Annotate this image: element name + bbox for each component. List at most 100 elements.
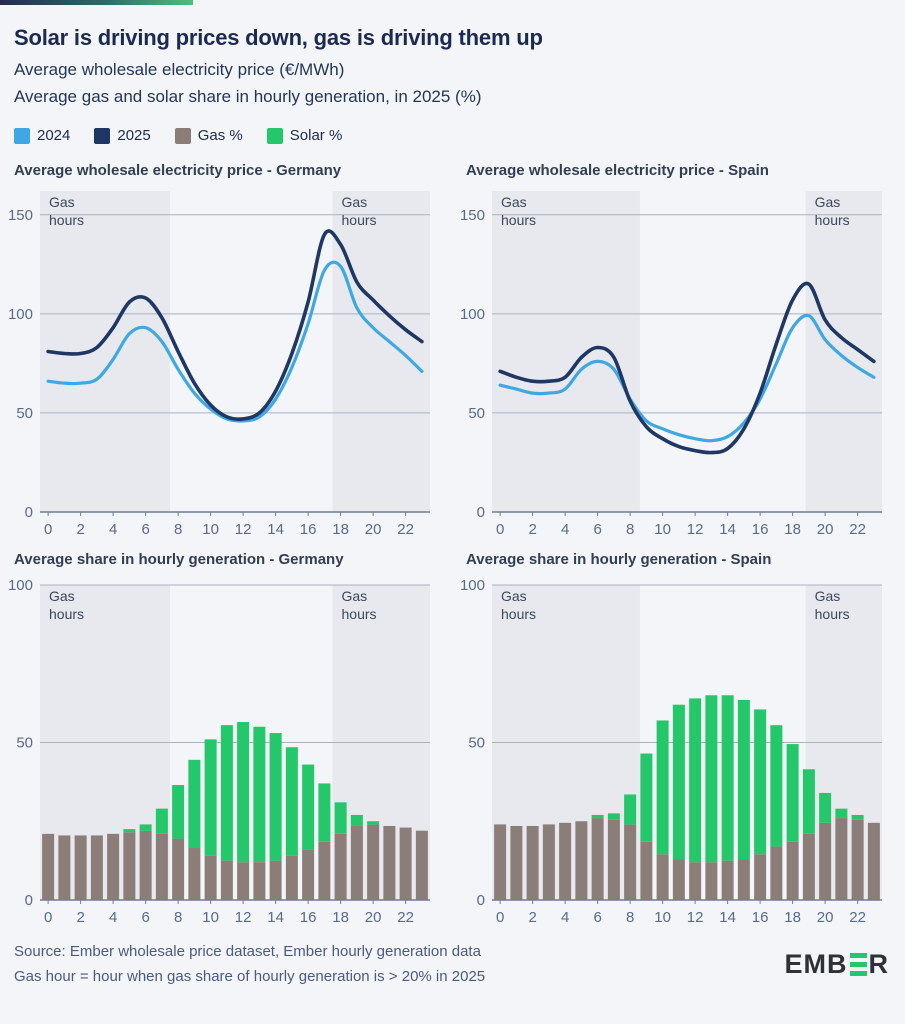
legend-label-gas: Gas % [197,127,243,144]
bar-gas [770,846,783,900]
page-title: Solar is driving prices down, gas is dri… [14,25,543,50]
svg-text:10: 10 [654,909,671,926]
chart-share-germany: Average share in hourly generation - Ger… [0,551,452,930]
bar-gas [705,862,718,900]
chart-share-spain: Average share in hourly generation - Spa… [452,551,905,930]
bar-solar [188,759,201,849]
svg-text:22: 22 [849,909,866,926]
svg-text:18: 18 [332,521,349,538]
svg-text:0: 0 [25,504,33,521]
bar-gas [318,841,331,900]
svg-text:10: 10 [202,909,219,926]
svg-text:2: 2 [528,521,536,538]
bar-solar [640,753,653,842]
bar-gas [155,833,168,900]
svg-text:16: 16 [752,521,769,538]
bar-solar [689,698,702,863]
subtitle-price: Average wholesale electricity price (€/M… [14,60,345,79]
svg-text:20: 20 [817,521,834,538]
svg-text:hours: hours [815,212,850,228]
bar-gas [253,862,266,900]
bar-solar [220,725,233,861]
bar-gas [607,819,620,900]
bar-gas [302,849,315,900]
bar-gas [786,841,799,900]
bar-gas [754,854,767,900]
bar-gas [526,825,539,900]
bar-gas [559,822,572,900]
svg-text:14: 14 [267,909,284,926]
svg-text:20: 20 [817,909,834,926]
gas-bars [42,824,428,900]
svg-text:6: 6 [593,909,601,926]
bar-gas [721,860,734,900]
svg-text:2: 2 [76,909,84,926]
bar-gas [285,855,298,900]
chart-price-germany: Average wholesale electricity price - Ge… [0,162,452,541]
source-note: Source: Ember wholesale price dataset, E… [14,943,481,960]
svg-text:Gas: Gas [49,588,75,604]
bar-gas [90,835,103,900]
bar-gas [42,833,55,900]
svg-text:4: 4 [109,521,117,538]
svg-text:18: 18 [332,909,349,926]
svg-text:14: 14 [719,909,736,926]
bar-solar [607,813,620,820]
svg-text:Gas: Gas [49,194,75,210]
bar-gas [58,835,71,900]
gridlines [492,584,882,743]
svg-text:20: 20 [365,909,382,926]
footer-notes: Source: Ember wholesale price dataset, E… [14,940,485,990]
bar-gas [350,825,363,900]
bar-solar [155,808,168,834]
ember-logo-e-icon [849,953,867,977]
legend-label-solar: Solar % [289,127,343,144]
x-axis-labels: 0 2 4 6 8 10 12 14 16 18 20 22 [44,512,414,538]
x-axis-labels: 0 2 4 6 8 10 12 14 16 18 20 22 [44,900,414,926]
legend-item-2025: 2025 [94,127,151,144]
gas-hours-regions [40,191,430,512]
bar-gas [510,825,523,900]
bar-gas [188,848,201,900]
bar-gas [415,830,428,900]
y-axis-labels: 0 50 100 [460,577,485,909]
svg-text:8: 8 [626,521,634,538]
svg-text:4: 4 [561,521,569,538]
svg-text:16: 16 [300,521,317,538]
chart-page: Solar is driving prices down, gas is dri… [0,0,905,990]
gas-hours-labels: Gas hours Gas hours [501,588,850,622]
bar-gas [656,854,669,900]
legend-swatch-gas-icon [174,127,191,144]
bar-gas [867,822,880,900]
svg-text:0: 0 [44,909,52,926]
svg-text:18: 18 [784,521,801,538]
svg-text:6: 6 [141,909,149,926]
line-2024 [498,313,876,443]
svg-text:100: 100 [8,306,33,323]
svg-text:8: 8 [626,909,634,926]
svg-text:100: 100 [460,306,485,323]
svg-text:hours: hours [342,606,377,622]
svg-text:6: 6 [141,521,149,538]
bar-gas [851,819,864,900]
chart-svg-price-germany: Gas hours Gas hours 0 50 100 150 0 2 4 6 8 10 12 14 16 18… [8,191,430,538]
bar-solar [285,747,298,856]
y-axis-labels: 0 50 100 [8,577,33,909]
bar-solar [350,814,363,826]
bar-gas [819,822,832,900]
bar-gas [107,833,120,900]
svg-text:0: 0 [496,909,504,926]
brand-gradient-bar [0,0,193,5]
gridlines [40,214,430,414]
bar-solar [318,783,331,842]
svg-text:50: 50 [468,405,485,422]
svg-text:16: 16 [752,909,769,926]
svg-text:8: 8 [174,909,182,926]
svg-text:hours: hours [342,212,377,228]
svg-text:0: 0 [477,892,485,909]
y-axis-labels: 0 50 100 150 [460,207,485,521]
svg-text:0: 0 [477,504,485,521]
svg-text:0: 0 [25,892,33,909]
svg-text:Gas: Gas [342,588,368,604]
charts-grid: Average wholesale electricity price - Ge… [0,162,905,930]
